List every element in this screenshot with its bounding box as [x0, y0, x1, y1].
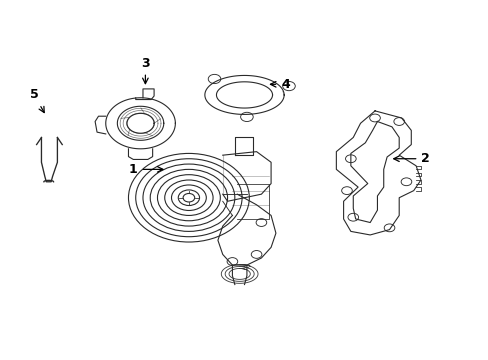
Text: 4: 4: [270, 78, 289, 91]
Text: 5: 5: [30, 89, 44, 113]
Text: 2: 2: [393, 152, 429, 165]
Text: 3: 3: [141, 57, 149, 84]
Text: 1: 1: [129, 163, 163, 176]
